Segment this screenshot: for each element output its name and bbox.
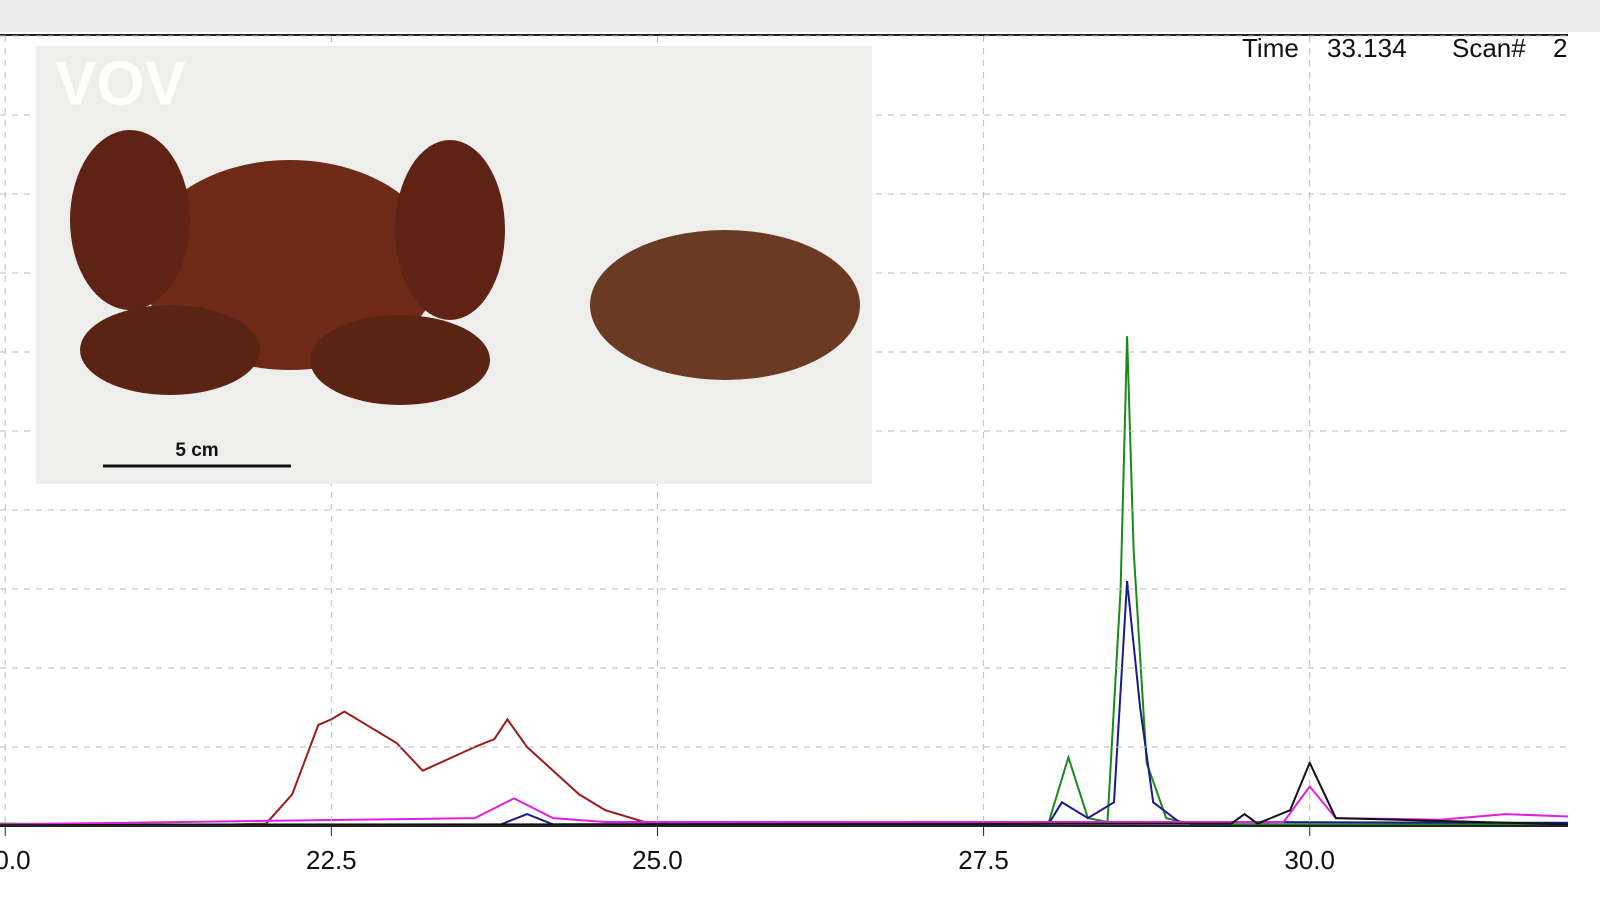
- logo: VOV: [55, 49, 186, 118]
- x-tick-label: 22.5: [306, 845, 357, 875]
- time-value: 33.134: [1327, 33, 1407, 63]
- scale-label: 5 cm: [175, 440, 218, 461]
- x-tick-label: 30.0: [1284, 845, 1335, 875]
- trace: [0, 784, 1568, 826]
- photo-inset: VOV 5 cm: [36, 46, 872, 484]
- x-tick-label: 25.0: [632, 845, 683, 875]
- scan-value: 2: [1553, 33, 1567, 63]
- toolbar: [0, 0, 1600, 32]
- crab-claw: [70, 130, 190, 310]
- scan-label: Scan#: [1452, 33, 1526, 63]
- crab-legs: [80, 305, 260, 395]
- trace: [0, 580, 1568, 827]
- x-tick-label: 27.5: [958, 845, 1009, 875]
- crab-claw: [395, 140, 505, 320]
- trace: [0, 760, 1568, 827]
- time-label: Time: [1242, 33, 1299, 63]
- x-tick-label: 20.0: [0, 845, 31, 875]
- crab-legs: [310, 315, 490, 405]
- trace: [0, 710, 1568, 827]
- crab-small: [590, 230, 860, 380]
- plot-area: Time 33.134 Scan# 2 20.0 22.5 25.0 27.5 30.0: [0, 33, 1568, 875]
